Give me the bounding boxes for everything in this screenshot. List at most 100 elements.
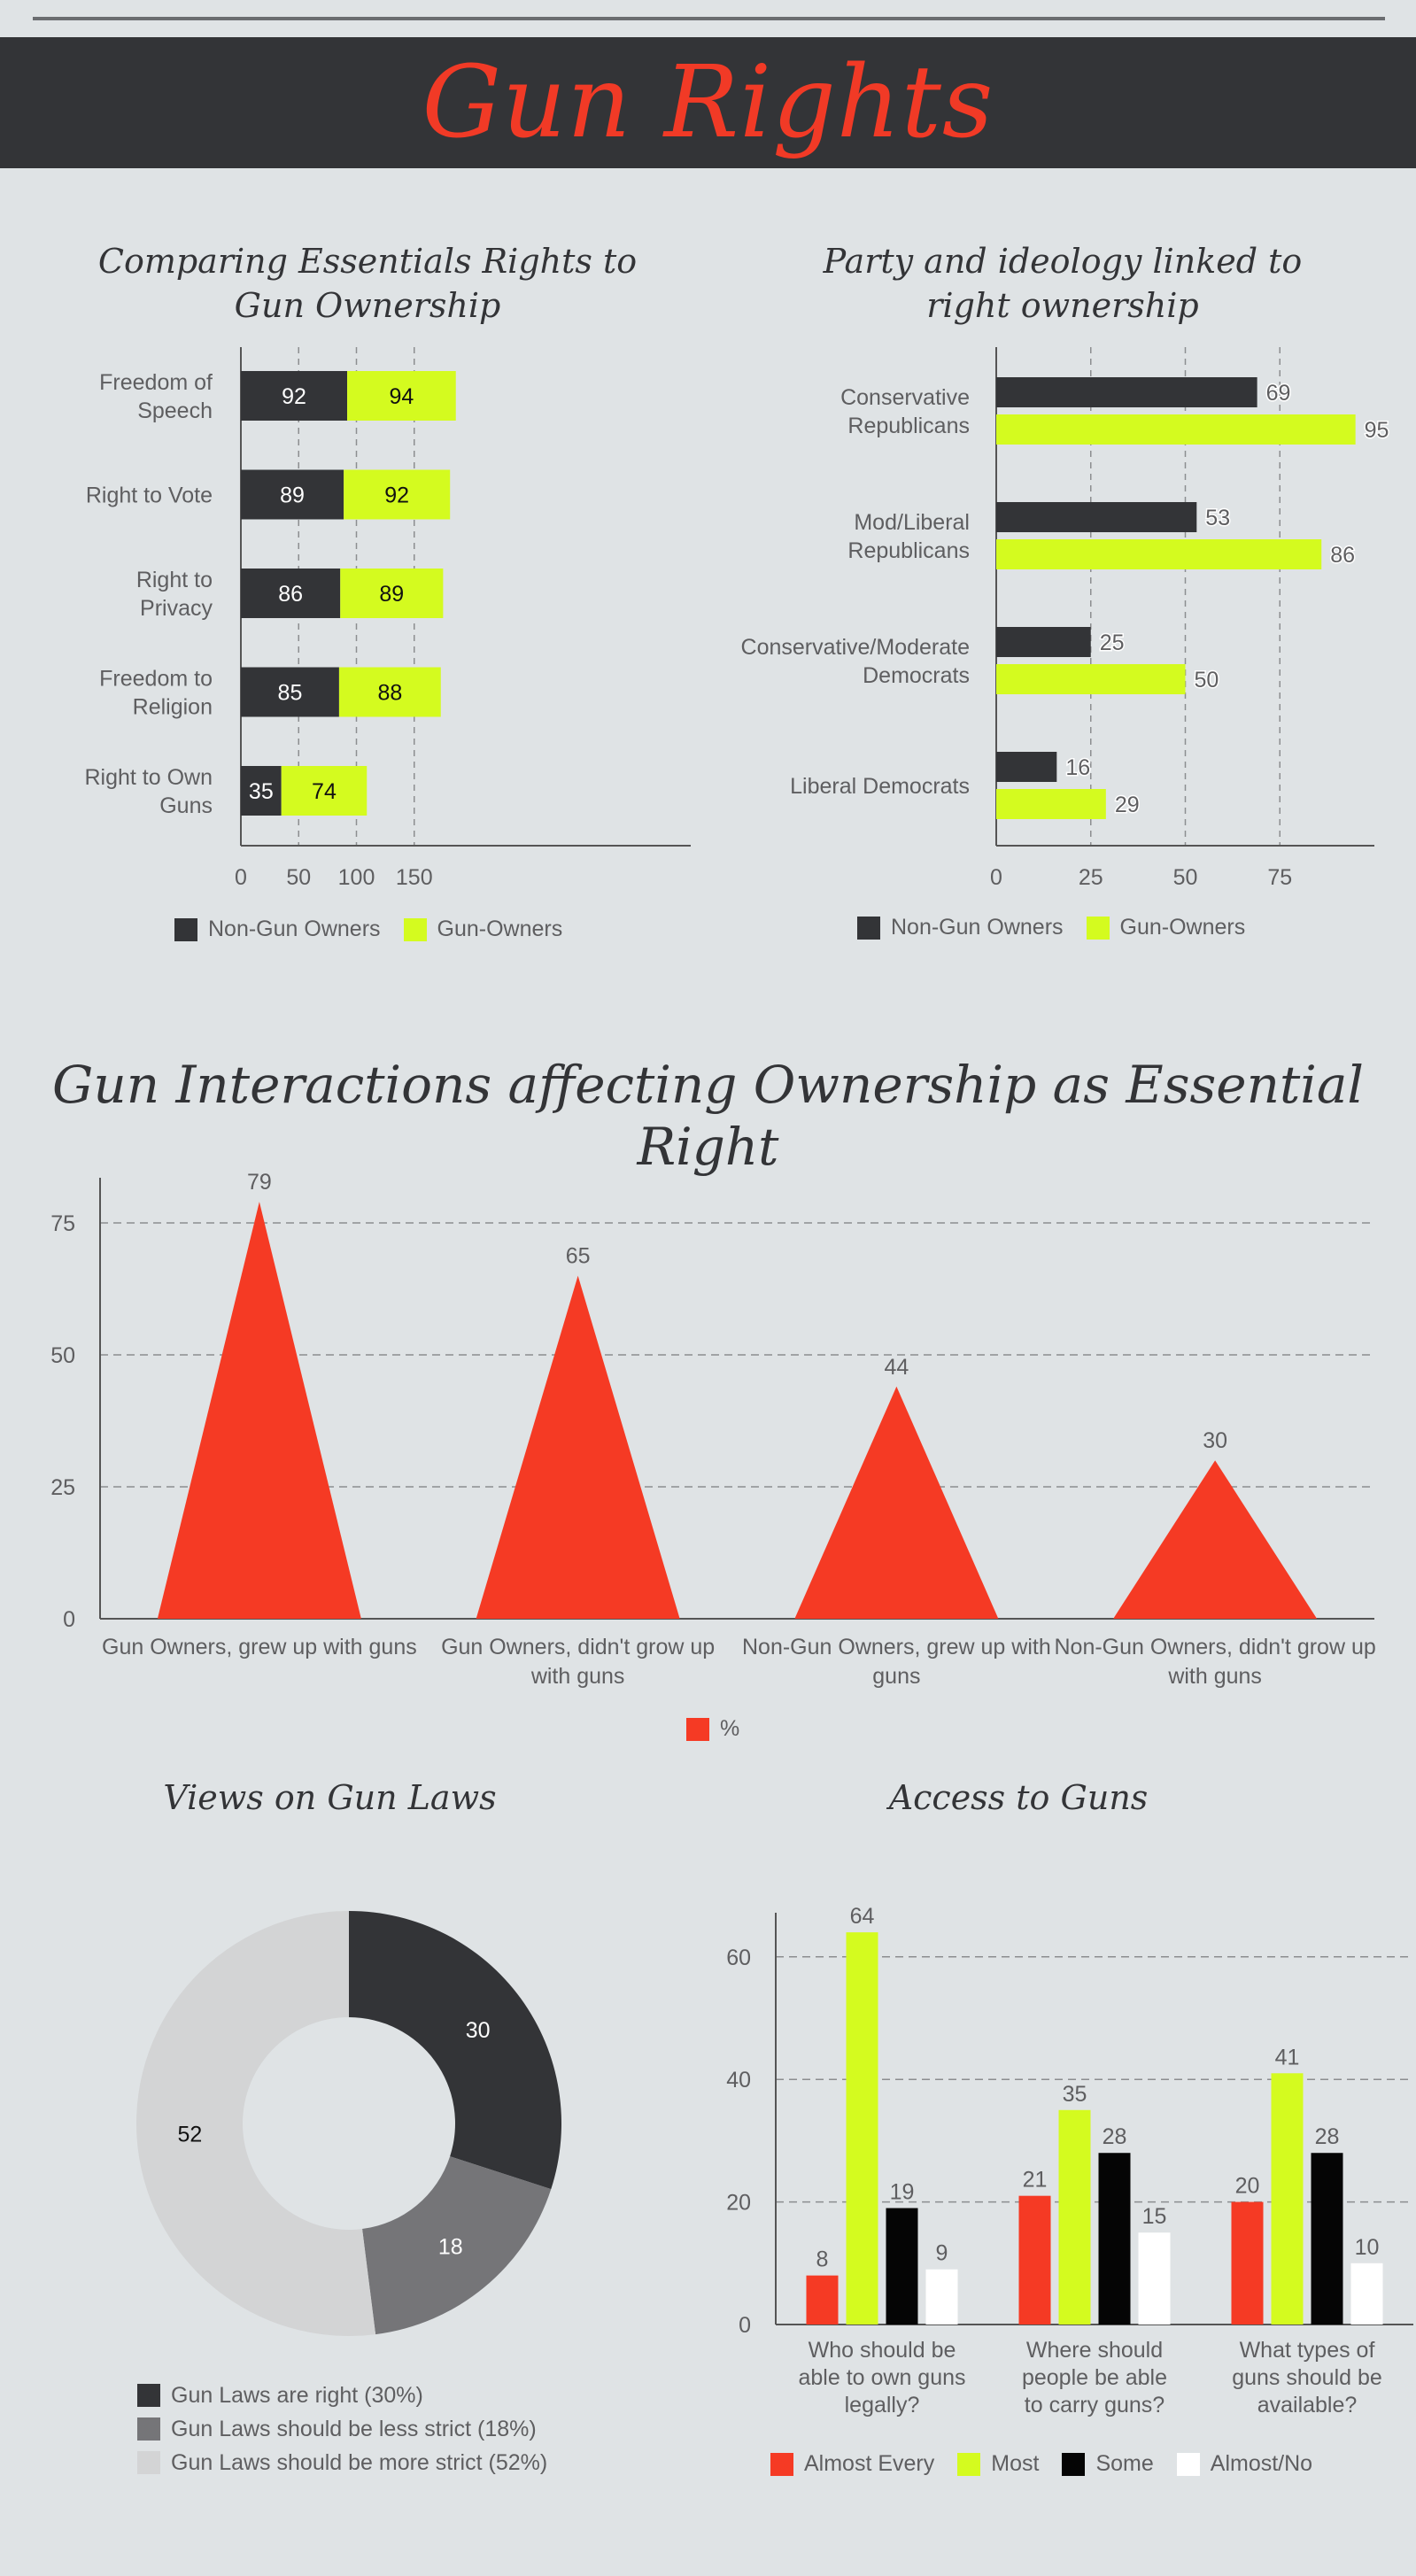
category-label: Guns — [159, 793, 213, 818]
bar-value-label: 53 — [1205, 506, 1230, 530]
bar — [996, 789, 1106, 819]
bar-value-label: 21 — [1023, 2168, 1048, 2193]
bar — [338, 667, 441, 717]
bar — [996, 664, 1186, 694]
bar-value-label: 10 — [1355, 2235, 1380, 2260]
category-label: able to own guns — [798, 2365, 965, 2390]
bar-value-label: 35 — [1063, 2082, 1087, 2107]
x-tick-label: 50 — [1173, 865, 1198, 890]
y-tick-label: 25 — [50, 1475, 75, 1500]
category-label: guns should be — [1232, 2365, 1382, 2390]
bar-value-label: 85 — [278, 681, 303, 706]
y-tick-label: 50 — [50, 1343, 75, 1368]
chart4-title: Views on Gun Laws — [163, 1778, 497, 1817]
bar-value-label: 92 — [384, 483, 409, 508]
category-label: people be able — [1022, 2365, 1167, 2390]
bar — [1018, 2195, 1051, 2325]
y-tick-label: 0 — [63, 1607, 75, 1632]
bar-value-label: 16 — [1065, 755, 1090, 780]
y-tick-label: 75 — [50, 1211, 75, 1236]
category-label: Democrats — [863, 663, 970, 688]
bar — [996, 752, 1057, 782]
bar — [806, 2275, 839, 2325]
y-tick-label: 60 — [726, 1946, 751, 1970]
bar-value-label: 15 — [1142, 2204, 1167, 2229]
category-label: Conservative — [840, 385, 970, 410]
category-label: Gun Owners, didn't grow up — [441, 1635, 715, 1659]
category-label: Non-Gun Owners, didn't grow up — [1054, 1635, 1375, 1659]
bar-value-label: 94 — [389, 384, 414, 409]
title-banner — [0, 37, 1416, 168]
category-label: Mod/Liberal — [854, 510, 970, 535]
category-label: Privacy — [140, 596, 213, 621]
bar — [846, 1932, 878, 2325]
legend-item-some: Some — [1062, 2451, 1154, 2477]
chart2-title: Party and ideology linked to right owner… — [823, 242, 1303, 325]
donut-slice — [136, 1911, 376, 2336]
x-tick-label: 0 — [990, 865, 1002, 890]
bar-value-label: 41 — [1275, 2045, 1300, 2069]
category-label: Republicans — [847, 538, 970, 563]
category-label: guns — [872, 1664, 920, 1689]
bar — [241, 371, 348, 421]
slice-value-label: 18 — [438, 2235, 463, 2260]
bar-value-label: 88 — [377, 681, 402, 706]
bar-value-label: 50 — [1195, 668, 1219, 692]
chart1-svg: 0 50 100 150 Freedom of Speech 92 94 Right to Vo… — [84, 347, 691, 890]
category-label: legally? — [845, 2393, 920, 2417]
triangle-bar — [794, 1386, 999, 1619]
bar — [996, 377, 1257, 407]
category-label: Religion — [133, 695, 213, 720]
bar-value-label: 30 — [1203, 1428, 1227, 1453]
category-label: with guns — [1167, 1664, 1262, 1689]
legend-item-laws-less-strict: Gun Laws should be less strict (18%) — [137, 2412, 547, 2446]
bar-value-label: 19 — [890, 2180, 915, 2205]
category-label: Gun Owners, grew up with guns — [102, 1635, 417, 1659]
bar-value-label: 95 — [1365, 418, 1389, 443]
bar-value-label: 79 — [247, 1170, 272, 1195]
legend-item-laws-more-strict: Gun Laws should be more strict (52%) — [137, 2446, 547, 2479]
legend-item-non-gun-owners: Non-Gun Owners — [174, 917, 381, 942]
category-label: Freedom of — [99, 370, 213, 395]
category-label: Right to Vote — [86, 483, 213, 508]
bar — [1350, 2263, 1383, 2325]
legend-item-almost-every: Almost Every — [770, 2451, 934, 2477]
bar — [1058, 2109, 1091, 2325]
bar-value-label: 28 — [1103, 2124, 1127, 2149]
bar-value-label: 35 — [249, 779, 274, 804]
bar-value-label: 28 — [1315, 2124, 1340, 2149]
bar — [1311, 2153, 1343, 2325]
slice-value-label: 30 — [466, 2018, 491, 2043]
legend-item-laws-right: Gun Laws are right (30%) — [137, 2379, 547, 2412]
legend-item-gun-owners-2: Gun-Owners — [1086, 915, 1245, 940]
bar — [925, 2269, 958, 2325]
bar — [1271, 2073, 1304, 2325]
chart5-title: Access to Guns — [888, 1778, 1149, 1817]
category-label: Right to — [136, 568, 213, 592]
donut-slice — [362, 2156, 552, 2335]
bar — [1138, 2232, 1171, 2325]
x-tick-label: 100 — [338, 865, 375, 890]
x-tick-label: 150 — [396, 865, 433, 890]
bar-value-label: 92 — [282, 384, 306, 409]
bar-value-label: 64 — [850, 1904, 875, 1929]
chart3-svg: 0 25 50 75 79 Gun Owners, grew up with guns 65… — [50, 1170, 1376, 1689]
bar-value-label: 29 — [1115, 793, 1140, 817]
x-tick-label: 25 — [1079, 865, 1103, 890]
category-label: Non-Gun Owners, grew up with — [742, 1635, 1051, 1659]
bar-value-label: 86 — [1330, 543, 1355, 568]
chart3-title: Gun Interactions affecting Ownership as … — [52, 1055, 1364, 1177]
slice-value-label: 52 — [177, 2122, 202, 2147]
chart4-legend: Gun Laws are right (30%) Gun Laws should… — [137, 2379, 547, 2479]
bar-value-label: 69 — [1266, 381, 1291, 406]
bar — [344, 469, 451, 520]
x-tick-label: 75 — [1267, 865, 1292, 890]
category-label: available? — [1257, 2393, 1358, 2417]
bar — [241, 766, 282, 816]
category-label: Speech — [137, 398, 213, 423]
chart1-legend: Non-Gun Owners Gun-Owners — [174, 917, 585, 942]
bar — [241, 569, 341, 618]
top-rule — [33, 17, 1385, 20]
category-label: Conservative/Moderate — [741, 635, 970, 660]
